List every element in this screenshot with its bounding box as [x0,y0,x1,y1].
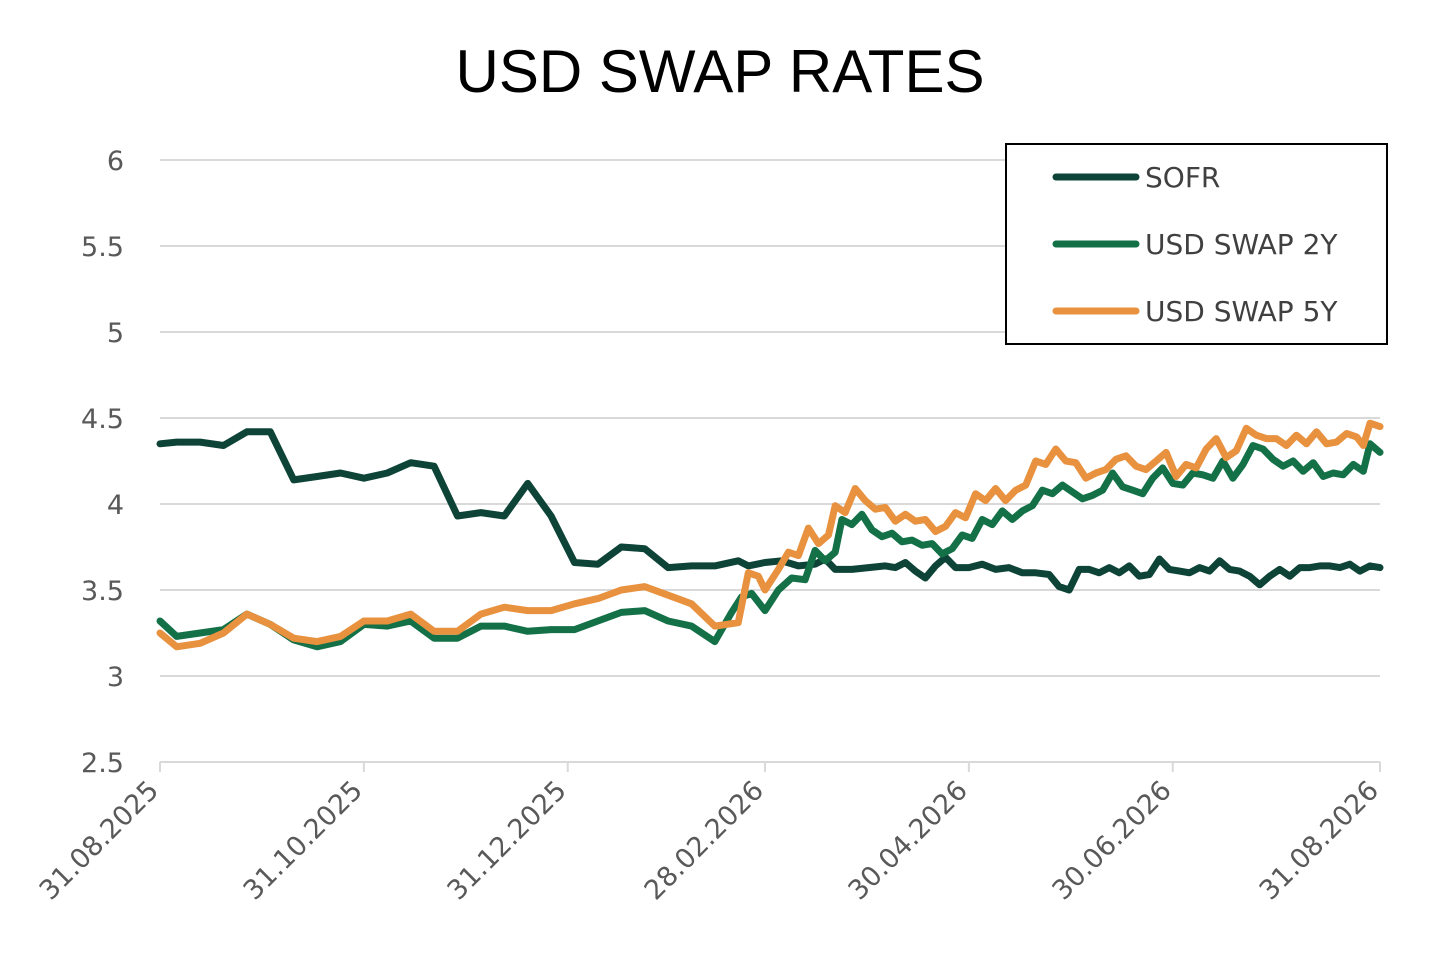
x-tick-label: 31.12.2025 [441,775,572,906]
x-axis: 31.08.2025 31.10.2025 31.12.2025 28.02.2026… [34,761,1385,906]
x-tick-label: 28.02.2026 [639,775,770,906]
legend-label: USD SWAP 5Y [1145,295,1338,328]
y-tick-label: 6 [107,146,124,177]
y-axis-tick-labels: 2.5 3 3.5 4 4.5 5 5.5 6 [81,146,124,779]
x-tick-label: 31.08.2026 [1254,775,1385,906]
series-lines [156,419,1384,651]
x-tick-label: 31.08.2025 [34,775,165,906]
gridlines [160,159,1380,677]
y-tick-label: 5.5 [81,232,124,263]
y-tick-label: 2.5 [81,748,124,779]
legend-label: USD SWAP 2Y [1145,228,1338,261]
series-line-usd-swap-5y [156,419,1384,651]
y-tick-label: 3 [107,662,124,693]
legend: SOFR USD SWAP 2Y USD SWAP 5Y [1005,143,1388,345]
chart-title: USD SWAP RATES [456,38,985,105]
x-tick-label: 30.06.2026 [1046,775,1177,906]
series-line-usd-swap-2y [156,440,1384,651]
y-tick-label: 4 [107,490,124,521]
legend-label: SOFR [1145,161,1220,194]
series-line-sofr [156,428,1384,594]
x-tick-label: 30.04.2026 [843,775,974,906]
x-tick-label: 31.10.2025 [238,775,369,906]
y-tick-label: 5 [107,318,124,349]
y-tick-label: 4.5 [81,404,124,435]
y-tick-label: 3.5 [81,576,124,607]
